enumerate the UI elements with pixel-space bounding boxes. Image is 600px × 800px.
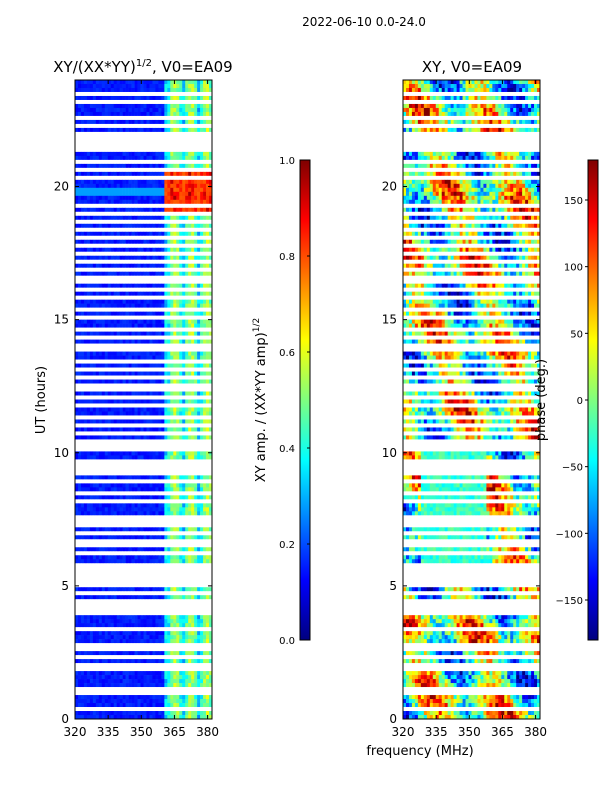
colorbar-tick-label: 0.4: [279, 444, 295, 455]
y-tick-label: 20: [54, 180, 69, 194]
colorbar-tick-label: 0: [577, 396, 583, 407]
phase-colorbar-ticks: −150 −100 −50 0 50 100 150: [556, 196, 588, 607]
amplitude-colorbar-ticks: 0.0 0.2 0.4 0.6 0.8 1.0: [279, 156, 310, 647]
y-tick-label: 5: [389, 579, 397, 593]
y-tick-label: 10: [54, 446, 69, 460]
colorbar-tick-label: 150: [564, 196, 583, 207]
colorbar-tick-label: 0.2: [279, 540, 295, 551]
amplitude-panel-title-sup: 1/2: [136, 58, 152, 69]
figure-title: 2022-06-10 0.0-24.0: [302, 15, 426, 29]
x-tick-label: 335: [97, 725, 120, 739]
phase-colorbar-bar: [587, 159, 599, 641]
amplitude-axes-frame: [74, 79, 213, 720]
amplitude-colorbar: 0.0 0.2 0.4 0.6 0.8 1.0 XY amp. / (XX*YY amp)…: [252, 156, 311, 647]
amplitude-x-ticks: 320 335 350 365 380: [64, 80, 219, 739]
y-tick-label: 20: [382, 180, 397, 194]
phase-x-ticks: 320 335 350 365 380: [392, 80, 547, 739]
amplitude-y-axis-label: UT (hours): [34, 366, 49, 434]
colorbar-tick-label: 0.0: [279, 636, 295, 647]
colorbar-tick-label: 0.8: [279, 252, 295, 263]
x-tick-label: 350: [458, 725, 481, 739]
phase-y-ticks: 0 5 10 15 20: [382, 180, 540, 726]
colorbar-tick-label: 0.6: [279, 348, 295, 359]
amplitude-panel: XY/(XX*YY)1/2, V0=EA09 320 335 350 365 380 0…: [34, 58, 233, 739]
y-tick-label: 0: [389, 712, 397, 726]
phase-axes-frame: [402, 79, 541, 720]
phase-panel-title: XY, V0=EA09: [422, 58, 522, 76]
x-tick-label: 350: [130, 725, 153, 739]
x-tick-label: 320: [64, 725, 87, 739]
y-tick-label: 15: [382, 313, 397, 327]
amplitude-colorbar-bar: [299, 159, 311, 641]
phase-panel: XY, V0=EA09 320 335 350 365 380 0 5 10 15 20 fre…: [366, 58, 547, 759]
phase-colorbar-label: phase (deg.): [534, 359, 549, 441]
y-tick-label: 10: [382, 446, 397, 460]
x-tick-label: 335: [425, 725, 448, 739]
amplitude-colorbar-label: XY amp. / (XX*YY amp)1/2: [252, 318, 269, 482]
amplitude-y-ticks: 0 5 10 15 20: [54, 180, 212, 726]
colorbar-tick-label: −150: [556, 596, 583, 607]
colorbar-tick-label: 1.0: [279, 156, 295, 167]
y-tick-label: 15: [54, 313, 69, 327]
x-tick-label: 380: [196, 725, 219, 739]
colorbar-tick-label: 50: [570, 329, 583, 340]
x-tick-label: 320: [392, 725, 415, 739]
y-tick-label: 0: [61, 712, 69, 726]
amplitude-panel-title: XY/(XX*YY)1/2, V0=EA09: [53, 58, 232, 76]
amplitude-heatmap: [75, 80, 213, 720]
colorbar-tick-label: 100: [564, 263, 583, 274]
frequency-axis-label: frequency (MHz): [366, 744, 473, 759]
x-tick-label: 365: [491, 725, 514, 739]
y-tick-label: 5: [61, 579, 69, 593]
colorbar-tick-label: −50: [562, 463, 583, 474]
phase-heatmap: [403, 80, 541, 720]
x-tick-label: 380: [524, 725, 547, 739]
phase-colorbar: −150 −100 −50 0 50 100 150 phase (deg.): [534, 159, 599, 641]
x-tick-label: 365: [163, 725, 186, 739]
colorbar-tick-label: −100: [556, 529, 583, 540]
